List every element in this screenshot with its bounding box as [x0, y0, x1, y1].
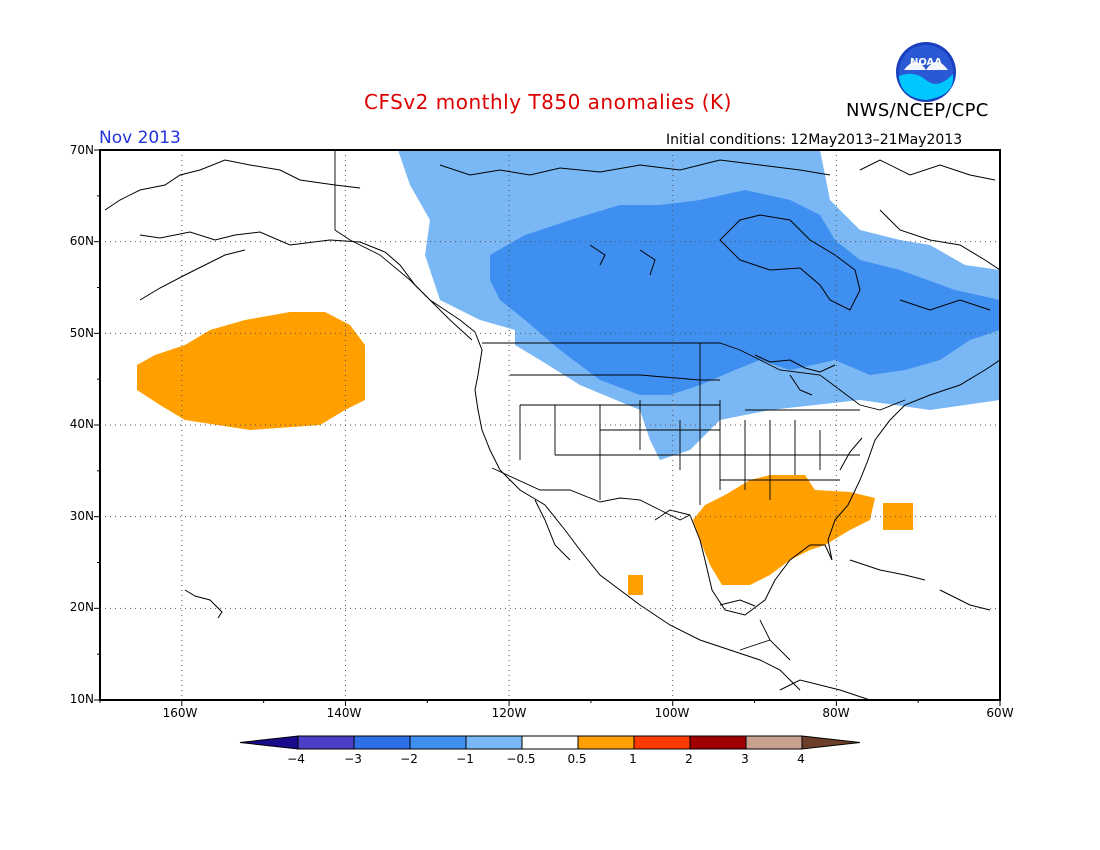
- axis-ticks: [94, 149, 1001, 706]
- lon-label-60w: 60W: [986, 706, 1014, 720]
- lat-label-40n: 40N: [69, 417, 94, 431]
- lat-label-50n: 50N: [69, 326, 94, 340]
- colorbar-arrow-high: [801, 735, 861, 750]
- lon-label-160w: 160W: [162, 706, 198, 720]
- colorbar-segment: [745, 735, 803, 750]
- colorbar-label: −4: [287, 752, 305, 766]
- lat-label-70n: 70N: [69, 143, 94, 157]
- initial-conditions: Initial conditions: 12May2013–21May2013: [666, 132, 963, 148]
- colorbar-segment: [297, 735, 355, 750]
- forecast-month: Nov 2013: [99, 128, 181, 148]
- lat-label-20n: 20N: [69, 600, 94, 614]
- political-borders: [334, 150, 906, 661]
- organization-label: NWS/NCEP/CPC: [846, 100, 989, 121]
- colorbar-label: 3: [741, 752, 749, 766]
- colorbar-segment: [689, 735, 747, 750]
- colorbar: [239, 735, 861, 750]
- colorbar-label: 2: [685, 752, 693, 766]
- colorbar-segment: [465, 735, 523, 750]
- colorbar-segment: [353, 735, 411, 750]
- warm-anomaly-gulf-region: [693, 475, 875, 585]
- colorbar-label: −3: [344, 752, 362, 766]
- svg-text:NOAA: NOAA: [910, 57, 942, 68]
- colorbar-segment: [521, 735, 579, 750]
- colorbar-label: −1: [456, 752, 474, 766]
- lon-label-100w: 100W: [654, 706, 690, 720]
- colorbar-label: −2: [400, 752, 418, 766]
- colorbar-segment: [633, 735, 691, 750]
- page-title: CFSv2 monthly T850 anomalies (K): [364, 90, 732, 114]
- graticule: [100, 150, 1000, 700]
- warm-anomaly-mexico-patch: [628, 575, 643, 595]
- colorbar-label: 4: [797, 752, 805, 766]
- noaa-logo-icon: NOAA: [896, 42, 956, 102]
- cold-anomaly-moderate-region: [490, 190, 1000, 395]
- lon-label-80w: 80W: [822, 706, 850, 720]
- lat-label-60n: 60N: [69, 234, 94, 248]
- colorbar-label: −0.5: [506, 752, 536, 766]
- warm-anomaly-pacific-region: [137, 312, 365, 430]
- colorbar-segment: [409, 735, 467, 750]
- warm-anomaly-atlantic-patch: [883, 503, 913, 530]
- lat-label-10n: 10N: [69, 692, 94, 706]
- lon-label-120w: 120W: [491, 706, 527, 720]
- lon-label-140w: 140W: [326, 706, 362, 720]
- colorbar-label: 1: [629, 752, 637, 766]
- colorbar-segment: [577, 735, 635, 750]
- lat-label-30n: 30N: [69, 509, 94, 523]
- colorbar-arrow-low: [239, 735, 299, 750]
- colorbar-label: 0.5: [567, 752, 587, 766]
